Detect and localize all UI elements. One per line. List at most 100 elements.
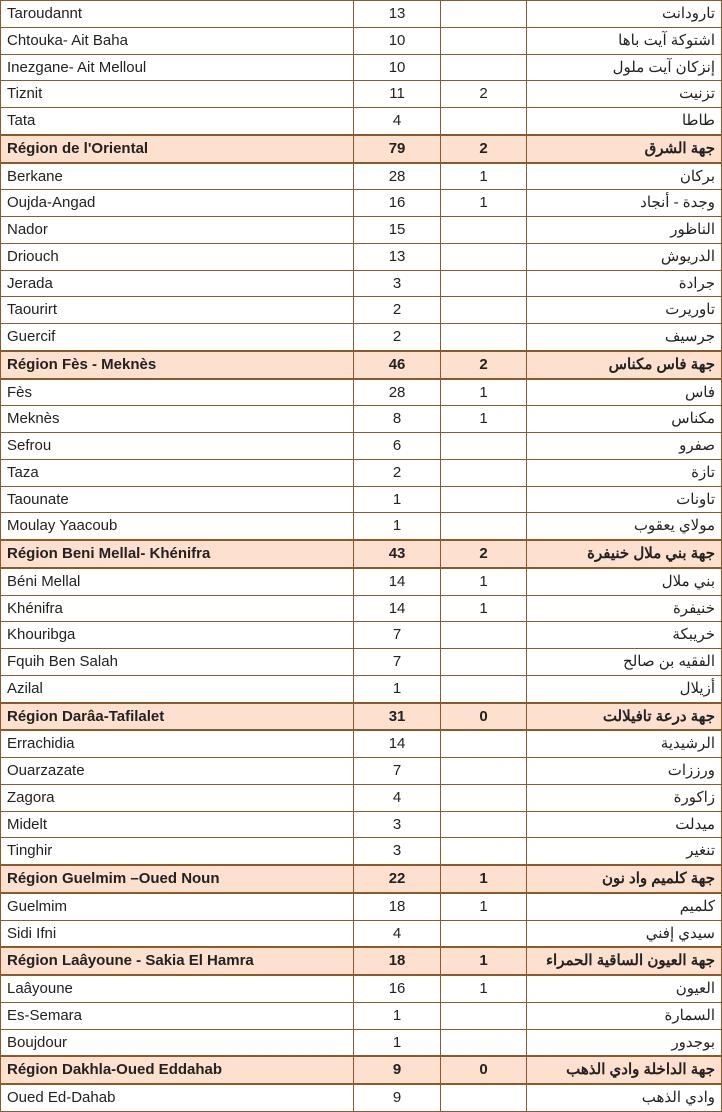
cell-name-ar: بركان	[527, 163, 722, 190]
cell-value-2	[440, 649, 527, 676]
cell-value-1: 9	[354, 1084, 441, 1111]
cell-name-fr: Boujdour	[1, 1029, 354, 1056]
cell-name-ar: جهة بني ملال خنيفرة	[527, 540, 722, 568]
cell-name-fr: Tata	[1, 108, 354, 135]
cell-name-ar: العيون	[527, 975, 722, 1002]
cell-name-ar: اشتوكة آيت باها	[527, 27, 722, 54]
cell-name-ar: تازة	[527, 459, 722, 486]
cell-name-fr: Laâyoune	[1, 975, 354, 1002]
cell-name-fr: Oujda-Angad	[1, 190, 354, 217]
cell-name-ar: صفرو	[527, 433, 722, 460]
cell-name-ar: وادي الذهب	[527, 1084, 722, 1111]
cell-name-ar: طاطا	[527, 108, 722, 135]
table-row: Sidi Ifni4سيدي إفني	[1, 920, 722, 947]
cell-value-1: 3	[354, 270, 441, 297]
cell-name-fr: Driouch	[1, 243, 354, 270]
cell-value-1: 13	[354, 1, 441, 28]
cell-name-ar: مولاي يعقوب	[527, 513, 722, 540]
cell-name-fr: Région Fès - Meknès	[1, 351, 354, 379]
cell-value-2: 1	[440, 595, 527, 622]
cell-value-2	[440, 1002, 527, 1029]
cell-name-ar: أزيلال	[527, 675, 722, 702]
cell-name-fr: Région de l'Oriental	[1, 135, 354, 163]
table-row: Meknès81مكناس	[1, 406, 722, 433]
table-row: Oujda-Angad161وجدة - أنجاد	[1, 190, 722, 217]
table-row: Guelmim181كلميم	[1, 893, 722, 920]
cell-value-1: 2	[354, 324, 441, 351]
cell-name-ar: جهة الشرق	[527, 135, 722, 163]
cell-value-2	[440, 217, 527, 244]
cell-name-ar: بني ملال	[527, 568, 722, 595]
cell-name-fr: Sefrou	[1, 433, 354, 460]
cell-name-ar: تنغير	[527, 838, 722, 865]
table-row: Ouarzazate7ورززات	[1, 758, 722, 785]
cell-name-ar: ورززات	[527, 758, 722, 785]
table-row: Tiznit112تزنيت	[1, 81, 722, 108]
cell-value-1: 15	[354, 217, 441, 244]
cell-value-2: 1	[440, 893, 527, 920]
region-row: Région de l'Oriental792جهة الشرق	[1, 135, 722, 163]
cell-value-2: 1	[440, 975, 527, 1002]
cell-name-ar: جهة الداخلة وادي الذهب	[527, 1056, 722, 1084]
region-row: Région Guelmim –Oued Noun221جهة كلميم وا…	[1, 865, 722, 893]
table-row: Khouribga7خريبكة	[1, 622, 722, 649]
cell-name-fr: Guercif	[1, 324, 354, 351]
cell-value-2	[440, 486, 527, 513]
cell-value-1: 6	[354, 433, 441, 460]
table-row: Taza2تازة	[1, 459, 722, 486]
cell-name-ar: السمارة	[527, 1002, 722, 1029]
regions-table: Taroudannt13تارودانتChtouka- Ait Baha10ا…	[0, 0, 722, 1112]
cell-name-ar: تاوريرت	[527, 297, 722, 324]
cell-value-2: 1	[440, 163, 527, 190]
cell-name-fr: Berkane	[1, 163, 354, 190]
cell-value-1: 3	[354, 838, 441, 865]
cell-name-fr: Midelt	[1, 811, 354, 838]
cell-name-fr: Taza	[1, 459, 354, 486]
cell-name-ar: تارودانت	[527, 1, 722, 28]
cell-name-ar: الناظور	[527, 217, 722, 244]
cell-value-2	[440, 730, 527, 757]
cell-value-1: 8	[354, 406, 441, 433]
cell-name-fr: Chtouka- Ait Baha	[1, 27, 354, 54]
cell-value-1: 9	[354, 1056, 441, 1084]
cell-value-1: 1	[354, 1029, 441, 1056]
table-row: Oued Ed-Dahab9 وادي الذهب	[1, 1084, 722, 1111]
cell-value-2	[440, 784, 527, 811]
cell-name-ar: سيدي إفني	[527, 920, 722, 947]
cell-name-ar: كلميم	[527, 893, 722, 920]
region-row: Région Fès - Meknès462جهة فاس مكناس	[1, 351, 722, 379]
cell-name-ar: جهة العيون الساقية الحمراء	[527, 947, 722, 975]
region-row: Région Laâyoune - Sakia El Hamra181جهة ا…	[1, 947, 722, 975]
cell-name-ar: جرادة	[527, 270, 722, 297]
cell-value-2: 2	[440, 135, 527, 163]
cell-name-fr: Oued Ed-Dahab	[1, 1084, 354, 1111]
cell-name-fr: Nador	[1, 217, 354, 244]
cell-value-1: 1	[354, 675, 441, 702]
cell-value-1: 28	[354, 379, 441, 406]
cell-name-fr: Région Guelmim –Oued Noun	[1, 865, 354, 893]
cell-value-1: 10	[354, 27, 441, 54]
cell-name-fr: Ouarzazate	[1, 758, 354, 785]
cell-value-1: 79	[354, 135, 441, 163]
cell-value-1: 7	[354, 649, 441, 676]
cell-value-1: 31	[354, 703, 441, 731]
cell-name-fr: Région Darâa-Tafilalet	[1, 703, 354, 731]
table-row: Es-Semara1 السمارة	[1, 1002, 722, 1029]
region-row: Région Dakhla-Oued Eddahab90جهة الداخلة …	[1, 1056, 722, 1084]
table-row: Berkane281بركان	[1, 163, 722, 190]
cell-name-fr: Fès	[1, 379, 354, 406]
cell-value-1: 1	[354, 1002, 441, 1029]
cell-name-fr: Khouribga	[1, 622, 354, 649]
cell-value-2: 1	[440, 190, 527, 217]
cell-name-fr: Errachidia	[1, 730, 354, 757]
cell-value-2: 2	[440, 540, 527, 568]
table-row: Jerada3جرادة	[1, 270, 722, 297]
cell-name-fr: Es-Semara	[1, 1002, 354, 1029]
table-row: Midelt3ميدلت	[1, 811, 722, 838]
cell-value-1: 22	[354, 865, 441, 893]
table-row: Chtouka- Ait Baha10 اشتوكة آيت باها	[1, 27, 722, 54]
cell-value-1: 4	[354, 920, 441, 947]
cell-value-1: 14	[354, 730, 441, 757]
cell-value-2	[440, 513, 527, 540]
cell-value-1: 4	[354, 108, 441, 135]
